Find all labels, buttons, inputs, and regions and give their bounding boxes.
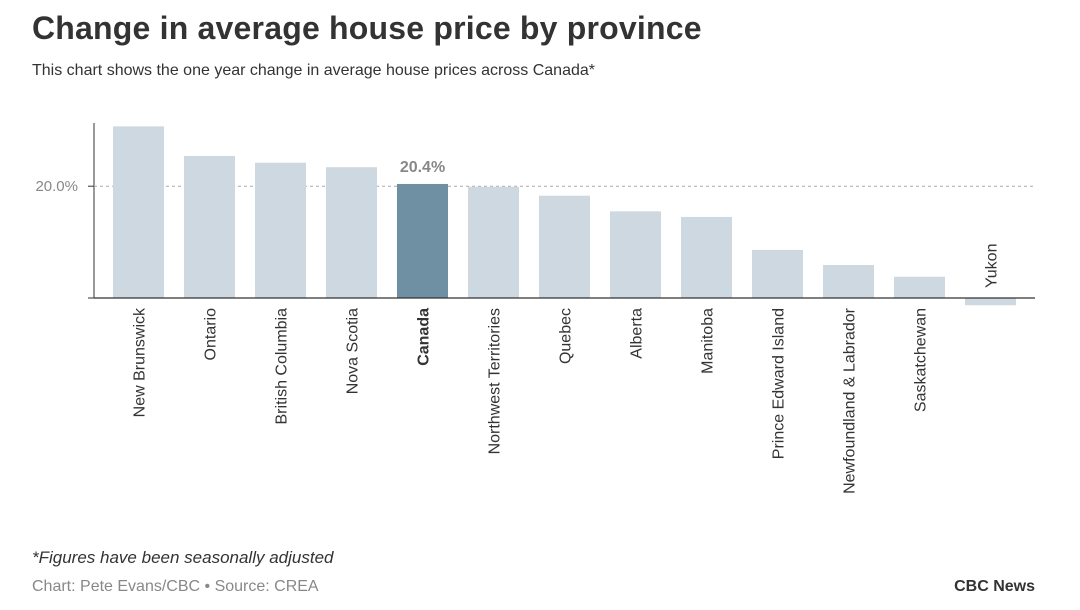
y-tick-label: 20.0% — [35, 178, 78, 195]
chart-title: Change in average house price by provinc… — [32, 10, 702, 46]
bar-quebec — [539, 195, 590, 298]
data-label-highlight: 20.4% — [400, 159, 445, 176]
x-label: Canada — [416, 308, 433, 366]
x-label: Ontario — [203, 308, 220, 361]
x-label: New Brunswick — [132, 307, 149, 417]
footnote: *Figures have been seasonally adjusted — [32, 548, 334, 567]
bar-canada — [397, 183, 448, 298]
chart-subtitle: This chart shows the one year change in … — [32, 62, 595, 79]
bar-prince-edward-island — [752, 249, 803, 298]
x-label: Saskatchewan — [913, 308, 930, 412]
brand-label: CBC News — [954, 578, 1035, 595]
bar-nova-scotia — [326, 167, 377, 298]
bar-ontario — [184, 156, 235, 298]
source-credit: Chart: Pete Evans/CBC • Source: CREA — [32, 578, 319, 595]
bar-british-columbia — [255, 162, 306, 298]
bar-saskatchewan — [894, 276, 945, 298]
x-label: British Columbia — [274, 308, 291, 425]
bar-manitoba — [681, 216, 732, 298]
x-label: Quebec — [558, 308, 575, 364]
bar-yukon — [965, 298, 1016, 306]
x-label: Manitoba — [700, 308, 717, 374]
x-label: Prince Edward Island — [771, 308, 788, 459]
x-label: Newfoundland & Labrador — [842, 307, 859, 494]
x-label: Alberta — [629, 308, 646, 359]
bar-new-brunswick — [113, 126, 164, 299]
x-label: Nova Scotia — [345, 308, 362, 394]
bar-alberta — [610, 211, 661, 298]
bar-newfoundland-labrador — [823, 265, 874, 298]
bar-northwest-territories — [468, 186, 519, 298]
x-label: Northwest Territories — [487, 308, 504, 454]
x-label: Yukon — [984, 244, 1001, 288]
